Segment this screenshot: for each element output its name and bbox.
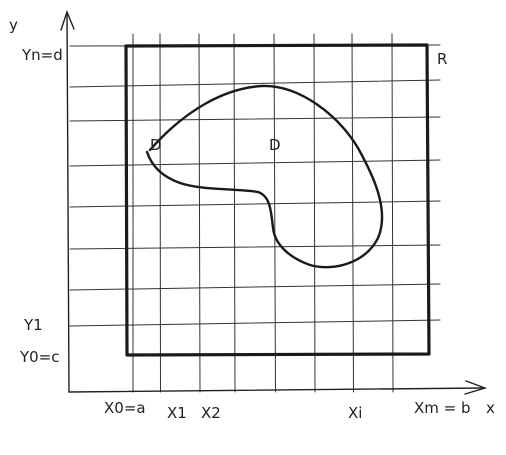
x-end-label: Xm = b	[414, 399, 471, 417]
x-zero-label: X0=a	[104, 399, 146, 417]
x-axis-line	[68, 387, 485, 393]
grid-horizontal-line	[69, 116, 441, 122]
grid-lines	[69, 33, 441, 393]
grid-horizontal-line	[69, 244, 441, 250]
grid-horizontal-line	[69, 283, 441, 291]
y-one-label: Y1	[23, 316, 43, 334]
grid-vertical-line	[198, 33, 201, 393]
y-axis-label: y	[9, 16, 18, 34]
grid-vertical-line	[313, 33, 316, 393]
region-name-left-label: D	[150, 136, 162, 154]
region-d-outline	[145, 84, 384, 269]
grid-vertical-line	[351, 33, 354, 393]
x-one-label: X1	[167, 404, 187, 422]
y-zero-label: Y0=c	[19, 348, 60, 366]
grid-horizontal-line	[69, 159, 441, 167]
grid-vertical-line	[233, 33, 236, 393]
axes	[60, 9, 488, 395]
grid-horizontal-line	[69, 79, 441, 88]
grid-horizontal-line	[69, 319, 441, 327]
grid-horizontal-line	[69, 200, 441, 208]
grid-vertical-line	[273, 33, 276, 393]
y-axis-line	[66, 11, 70, 393]
region-name-center-label: D	[269, 136, 281, 154]
rectangle-r	[124, 43, 431, 357]
x-two-label: X2	[201, 404, 221, 422]
x-axis-label: x	[486, 399, 495, 417]
y-axis-arrow-icon	[60, 9, 75, 31]
grid-vertical-line	[391, 33, 394, 393]
y-top-label: Yn=d	[21, 46, 63, 64]
grid-vertical-line	[159, 33, 161, 393]
x-axis-arrow-icon	[464, 380, 488, 395]
x-i-label: Xi	[348, 404, 362, 422]
rectangle-name-label: R	[437, 50, 447, 68]
